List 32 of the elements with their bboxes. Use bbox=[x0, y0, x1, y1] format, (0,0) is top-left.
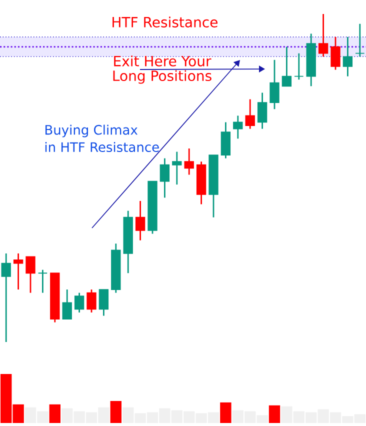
band-label: HTF Resistance bbox=[112, 16, 218, 28]
candlestick bbox=[160, 158, 170, 198]
candlestick bbox=[1, 252, 11, 343]
candlestick bbox=[184, 148, 194, 176]
candlestick bbox=[26, 256, 36, 294]
annotation: in HTF Resistance bbox=[45, 142, 159, 152]
bar bbox=[268, 405, 280, 423]
annotation: Buying Climax bbox=[45, 124, 138, 138]
annotation: Long Positions bbox=[113, 70, 212, 84]
annotation: Exit Here Your bbox=[114, 56, 212, 66]
candlestick bbox=[172, 151, 182, 186]
candlestick bbox=[220, 122, 231, 160]
candlestick bbox=[318, 13, 328, 58]
bar bbox=[110, 400, 122, 423]
candlestick bbox=[98, 288, 109, 316]
bar bbox=[49, 404, 60, 423]
candlestick bbox=[270, 59, 280, 110]
candlestick bbox=[355, 23, 365, 58]
candlestick bbox=[282, 46, 292, 87]
candlestick bbox=[294, 52, 304, 80]
bar bbox=[220, 402, 232, 423]
candlestick bbox=[62, 288, 72, 320]
candlestick bbox=[74, 292, 84, 314]
candlestick bbox=[13, 252, 24, 290]
candlestick bbox=[245, 98, 255, 130]
candlestick bbox=[342, 36, 353, 78]
candlestick bbox=[233, 114, 243, 140]
candlestick bbox=[38, 269, 48, 294]
candlestick bbox=[330, 36, 340, 70]
candlestick bbox=[257, 92, 268, 130]
candlestick bbox=[135, 200, 146, 242]
candlestick bbox=[86, 288, 96, 314]
